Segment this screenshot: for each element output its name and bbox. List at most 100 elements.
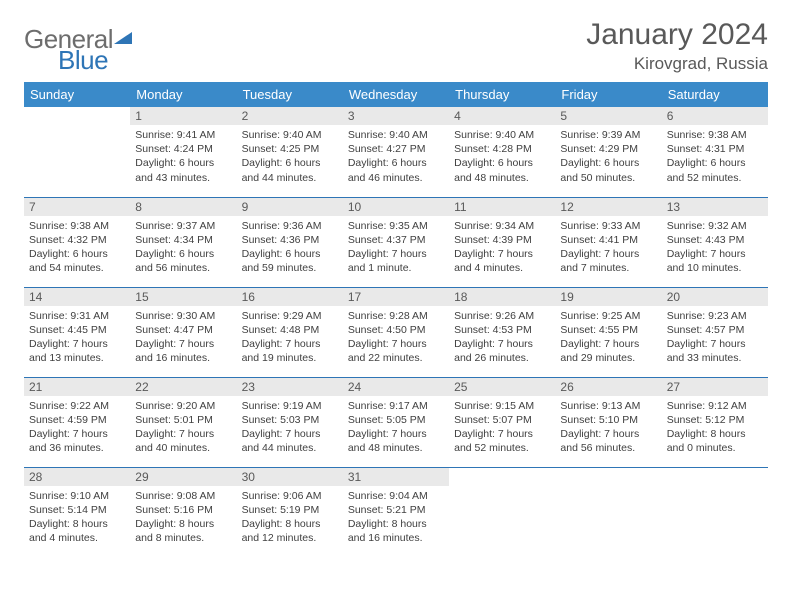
day-details: Sunrise: 9:38 AMSunset: 4:32 PMDaylight:… bbox=[24, 216, 130, 280]
logo: GeneralBlue bbox=[24, 24, 132, 76]
day-number: 12 bbox=[555, 198, 661, 216]
day-details: Sunrise: 9:19 AMSunset: 5:03 PMDaylight:… bbox=[237, 396, 343, 460]
day-details: Sunrise: 9:40 AMSunset: 4:25 PMDaylight:… bbox=[237, 125, 343, 189]
day-header: Sunday bbox=[24, 82, 130, 107]
calendar-day-cell bbox=[662, 467, 768, 557]
calendar-day-cell bbox=[24, 107, 130, 197]
calendar-table: SundayMondayTuesdayWednesdayThursdayFrid… bbox=[24, 82, 768, 557]
title-block: January 2024 Kirovgrad, Russia bbox=[586, 18, 768, 74]
day-number: 17 bbox=[343, 288, 449, 306]
calendar-day-cell: 3Sunrise: 9:40 AMSunset: 4:27 PMDaylight… bbox=[343, 107, 449, 197]
day-details: Sunrise: 9:23 AMSunset: 4:57 PMDaylight:… bbox=[662, 306, 768, 370]
day-number: 19 bbox=[555, 288, 661, 306]
day-number bbox=[555, 468, 661, 486]
calendar-day-cell: 20Sunrise: 9:23 AMSunset: 4:57 PMDayligh… bbox=[662, 287, 768, 377]
day-number: 5 bbox=[555, 107, 661, 125]
day-number: 30 bbox=[237, 468, 343, 486]
calendar-week-row: 28Sunrise: 9:10 AMSunset: 5:14 PMDayligh… bbox=[24, 467, 768, 557]
day-details: Sunrise: 9:17 AMSunset: 5:05 PMDaylight:… bbox=[343, 396, 449, 460]
calendar-day-cell: 21Sunrise: 9:22 AMSunset: 4:59 PMDayligh… bbox=[24, 377, 130, 467]
day-details: Sunrise: 9:10 AMSunset: 5:14 PMDaylight:… bbox=[24, 486, 130, 550]
calendar-day-cell: 5Sunrise: 9:39 AMSunset: 4:29 PMDaylight… bbox=[555, 107, 661, 197]
calendar-day-cell: 15Sunrise: 9:30 AMSunset: 4:47 PMDayligh… bbox=[130, 287, 236, 377]
calendar-day-cell: 1Sunrise: 9:41 AMSunset: 4:24 PMDaylight… bbox=[130, 107, 236, 197]
calendar-day-cell: 4Sunrise: 9:40 AMSunset: 4:28 PMDaylight… bbox=[449, 107, 555, 197]
day-header: Friday bbox=[555, 82, 661, 107]
calendar-day-cell: 14Sunrise: 9:31 AMSunset: 4:45 PMDayligh… bbox=[24, 287, 130, 377]
day-number: 11 bbox=[449, 198, 555, 216]
day-number: 31 bbox=[343, 468, 449, 486]
day-number: 1 bbox=[130, 107, 236, 125]
calendar-day-cell: 28Sunrise: 9:10 AMSunset: 5:14 PMDayligh… bbox=[24, 467, 130, 557]
day-number: 29 bbox=[130, 468, 236, 486]
day-details: Sunrise: 9:33 AMSunset: 4:41 PMDaylight:… bbox=[555, 216, 661, 280]
day-details: Sunrise: 9:36 AMSunset: 4:36 PMDaylight:… bbox=[237, 216, 343, 280]
calendar-day-cell: 12Sunrise: 9:33 AMSunset: 4:41 PMDayligh… bbox=[555, 197, 661, 287]
location: Kirovgrad, Russia bbox=[586, 54, 768, 74]
calendar-day-cell: 31Sunrise: 9:04 AMSunset: 5:21 PMDayligh… bbox=[343, 467, 449, 557]
month-title: January 2024 bbox=[586, 18, 768, 52]
day-number: 22 bbox=[130, 378, 236, 396]
day-details: Sunrise: 9:22 AMSunset: 4:59 PMDaylight:… bbox=[24, 396, 130, 460]
day-number: 3 bbox=[343, 107, 449, 125]
day-details: Sunrise: 9:32 AMSunset: 4:43 PMDaylight:… bbox=[662, 216, 768, 280]
calendar-day-cell: 24Sunrise: 9:17 AMSunset: 5:05 PMDayligh… bbox=[343, 377, 449, 467]
day-details: Sunrise: 9:30 AMSunset: 4:47 PMDaylight:… bbox=[130, 306, 236, 370]
day-number: 26 bbox=[555, 378, 661, 396]
day-details: Sunrise: 9:08 AMSunset: 5:16 PMDaylight:… bbox=[130, 486, 236, 550]
day-details: Sunrise: 9:34 AMSunset: 4:39 PMDaylight:… bbox=[449, 216, 555, 280]
day-details: Sunrise: 9:20 AMSunset: 5:01 PMDaylight:… bbox=[130, 396, 236, 460]
calendar-day-cell: 13Sunrise: 9:32 AMSunset: 4:43 PMDayligh… bbox=[662, 197, 768, 287]
calendar-day-cell: 6Sunrise: 9:38 AMSunset: 4:31 PMDaylight… bbox=[662, 107, 768, 197]
day-details: Sunrise: 9:25 AMSunset: 4:55 PMDaylight:… bbox=[555, 306, 661, 370]
day-number: 25 bbox=[449, 378, 555, 396]
day-number: 6 bbox=[662, 107, 768, 125]
day-details: Sunrise: 9:29 AMSunset: 4:48 PMDaylight:… bbox=[237, 306, 343, 370]
day-details: Sunrise: 9:41 AMSunset: 4:24 PMDaylight:… bbox=[130, 125, 236, 189]
calendar-day-cell bbox=[449, 467, 555, 557]
day-number: 13 bbox=[662, 198, 768, 216]
calendar-day-cell: 30Sunrise: 9:06 AMSunset: 5:19 PMDayligh… bbox=[237, 467, 343, 557]
day-number bbox=[449, 468, 555, 486]
calendar-day-cell: 2Sunrise: 9:40 AMSunset: 4:25 PMDaylight… bbox=[237, 107, 343, 197]
logo-triangle-icon bbox=[114, 30, 132, 49]
logo-text-blue: Blue bbox=[58, 45, 132, 76]
calendar-day-cell: 26Sunrise: 9:13 AMSunset: 5:10 PMDayligh… bbox=[555, 377, 661, 467]
calendar-day-cell: 27Sunrise: 9:12 AMSunset: 5:12 PMDayligh… bbox=[662, 377, 768, 467]
calendar-day-cell: 23Sunrise: 9:19 AMSunset: 5:03 PMDayligh… bbox=[237, 377, 343, 467]
day-number: 20 bbox=[662, 288, 768, 306]
calendar-day-cell: 11Sunrise: 9:34 AMSunset: 4:39 PMDayligh… bbox=[449, 197, 555, 287]
day-number: 4 bbox=[449, 107, 555, 125]
day-header: Saturday bbox=[662, 82, 768, 107]
calendar-day-cell: 9Sunrise: 9:36 AMSunset: 4:36 PMDaylight… bbox=[237, 197, 343, 287]
day-number: 14 bbox=[24, 288, 130, 306]
day-details: Sunrise: 9:40 AMSunset: 4:28 PMDaylight:… bbox=[449, 125, 555, 189]
calendar-week-row: 7Sunrise: 9:38 AMSunset: 4:32 PMDaylight… bbox=[24, 197, 768, 287]
calendar-day-cell: 17Sunrise: 9:28 AMSunset: 4:50 PMDayligh… bbox=[343, 287, 449, 377]
day-details: Sunrise: 9:13 AMSunset: 5:10 PMDaylight:… bbox=[555, 396, 661, 460]
calendar-week-row: 14Sunrise: 9:31 AMSunset: 4:45 PMDayligh… bbox=[24, 287, 768, 377]
calendar-day-cell: 29Sunrise: 9:08 AMSunset: 5:16 PMDayligh… bbox=[130, 467, 236, 557]
day-header: Thursday bbox=[449, 82, 555, 107]
calendar-day-cell: 10Sunrise: 9:35 AMSunset: 4:37 PMDayligh… bbox=[343, 197, 449, 287]
calendar-day-cell: 25Sunrise: 9:15 AMSunset: 5:07 PMDayligh… bbox=[449, 377, 555, 467]
day-number bbox=[24, 107, 130, 125]
day-number: 24 bbox=[343, 378, 449, 396]
day-header: Wednesday bbox=[343, 82, 449, 107]
day-number: 28 bbox=[24, 468, 130, 486]
day-number: 2 bbox=[237, 107, 343, 125]
calendar-body: 1Sunrise: 9:41 AMSunset: 4:24 PMDaylight… bbox=[24, 107, 768, 557]
calendar-day-cell: 16Sunrise: 9:29 AMSunset: 4:48 PMDayligh… bbox=[237, 287, 343, 377]
day-number: 18 bbox=[449, 288, 555, 306]
day-number: 7 bbox=[24, 198, 130, 216]
day-number: 27 bbox=[662, 378, 768, 396]
calendar-day-cell: 8Sunrise: 9:37 AMSunset: 4:34 PMDaylight… bbox=[130, 197, 236, 287]
calendar-header-row: SundayMondayTuesdayWednesdayThursdayFrid… bbox=[24, 82, 768, 107]
day-header: Tuesday bbox=[237, 82, 343, 107]
day-number: 16 bbox=[237, 288, 343, 306]
header: GeneralBlue January 2024 Kirovgrad, Russ… bbox=[24, 18, 768, 76]
day-details: Sunrise: 9:39 AMSunset: 4:29 PMDaylight:… bbox=[555, 125, 661, 189]
calendar-day-cell bbox=[555, 467, 661, 557]
day-details: Sunrise: 9:06 AMSunset: 5:19 PMDaylight:… bbox=[237, 486, 343, 550]
day-details: Sunrise: 9:12 AMSunset: 5:12 PMDaylight:… bbox=[662, 396, 768, 460]
